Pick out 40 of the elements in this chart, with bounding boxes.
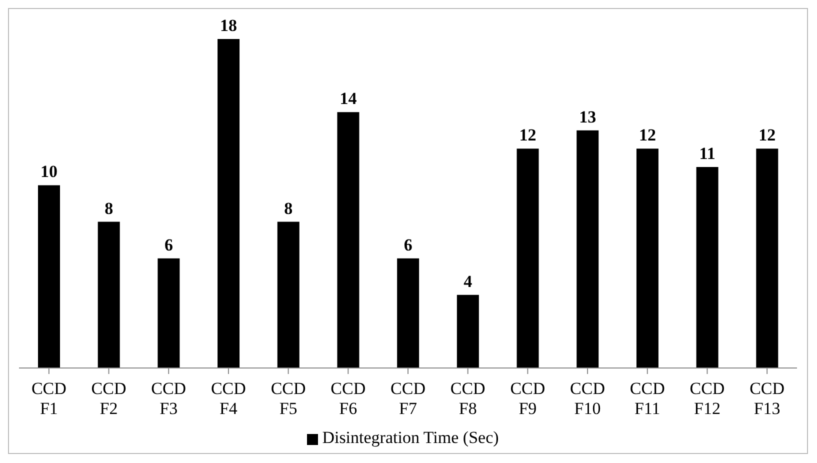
- data-label: 12: [758, 126, 776, 145]
- data-label: 12: [638, 126, 656, 145]
- x-tick-label: CCD F10: [570, 379, 606, 418]
- bar: [576, 130, 599, 368]
- data-label: 12: [519, 126, 536, 145]
- bar: [38, 185, 60, 368]
- bar: [397, 258, 420, 368]
- x-tick-label: CCD F1: [31, 379, 66, 418]
- bar: [516, 148, 539, 368]
- bar: [158, 258, 180, 368]
- bar: [98, 222, 120, 368]
- x-tick-label: CCD F3: [151, 379, 186, 418]
- bar: [696, 166, 718, 368]
- bar: [456, 294, 479, 368]
- data-label: 6: [164, 235, 173, 254]
- data-label: 13: [579, 107, 596, 126]
- data-label: 6: [404, 235, 412, 254]
- x-tick-label: CCD F11: [630, 379, 665, 418]
- x-tick-label: CCD F13: [750, 379, 785, 418]
- x-tick-label: CCD F2: [91, 379, 126, 418]
- x-tick-label: CCD F4: [210, 379, 246, 418]
- x-tick-label: CCD F12: [690, 379, 725, 418]
- x-tick-label: CCD F6: [330, 379, 366, 418]
- x-tick-label: CCD F7: [390, 379, 426, 418]
- bar: [337, 112, 360, 368]
- bar: [277, 222, 300, 368]
- bar: [636, 148, 658, 368]
- data-label: 8: [284, 198, 293, 218]
- legend-label: Disintegration Time (Sec): [322, 428, 499, 447]
- x-tick-label: CCD F8: [450, 379, 486, 418]
- x-tick-label: CCD F5: [270, 379, 306, 418]
- data-label: 8: [104, 198, 114, 218]
- bar: [218, 39, 240, 368]
- x-tick-label: CCD F9: [510, 379, 546, 418]
- data-label: 18: [220, 16, 238, 35]
- data-label: 11: [699, 144, 716, 163]
- data-label: 14: [340, 89, 358, 108]
- data-label: 10: [40, 162, 58, 182]
- bar: [756, 148, 778, 368]
- data-label: 4: [464, 272, 473, 291]
